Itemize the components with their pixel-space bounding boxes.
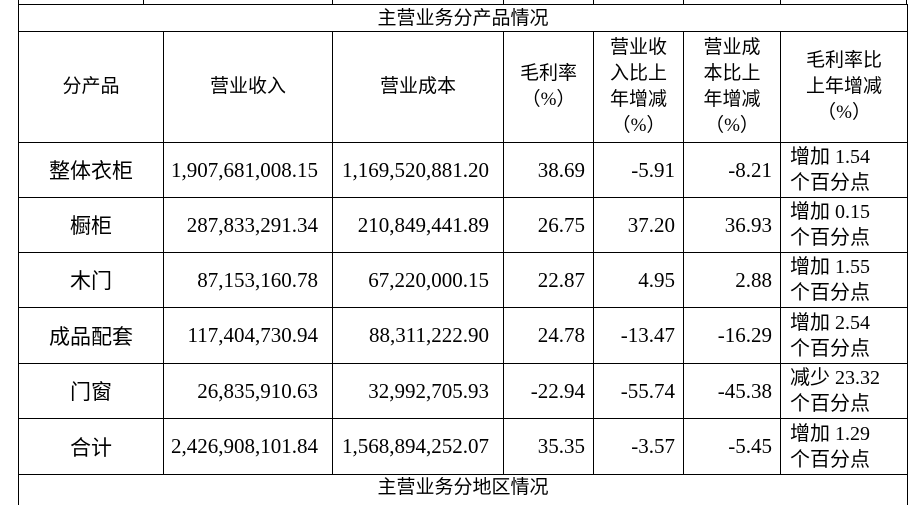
table-gridline <box>780 0 781 4</box>
cell-revenue: 2,426,908,101.84 <box>163 418 333 475</box>
previous-table-row-sliver <box>18 0 907 4</box>
table-gridline <box>332 0 333 4</box>
cell-cost: 1,169,520,881.20 <box>332 142 504 198</box>
next-section-title-row: 主营业务分地区情况 <box>17 474 909 505</box>
table-gridline <box>503 0 504 4</box>
cell-margin-yoy: 增加 2.54 个百分点 <box>779 307 909 364</box>
table-gridline <box>143 0 144 4</box>
cell-cost-yoy: -45.38 <box>683 363 781 419</box>
cell-margin-yoy: 增加 0.15 个百分点 <box>779 197 909 253</box>
cell-margin: -22.94 <box>503 363 594 419</box>
cell-revenue: 117,404,730.94 <box>163 307 333 364</box>
cell-revenue-yoy: 4.95 <box>593 252 684 308</box>
cell-cost: 1,568,894,252.07 <box>332 418 504 475</box>
cell-cost-yoy: -16.29 <box>683 307 781 364</box>
cell-margin: 22.87 <box>503 252 594 308</box>
cell-product: 橱柜 <box>18 197 164 253</box>
cell-margin: 38.69 <box>503 142 594 198</box>
cell-revenue-yoy: -3.57 <box>593 418 684 475</box>
cell-product: 合计 <box>18 418 164 475</box>
cell-cost: 32,992,705.93 <box>332 363 504 419</box>
cell-cost-yoy: 36.93 <box>683 197 781 253</box>
cell-revenue-yoy: -5.91 <box>593 142 684 198</box>
table-title-row: 主营业务分产品情况 <box>17 4 909 32</box>
table-gridline <box>593 0 594 4</box>
col-header-cost-yoy: 营业成 本比上 年增减 （%） <box>683 31 781 143</box>
next-section-title: 主营业务分地区情况 <box>17 474 909 505</box>
cell-revenue-yoy: -13.47 <box>593 307 684 364</box>
cell-product: 成品配套 <box>18 307 164 364</box>
cell-cost-yoy: -5.45 <box>683 418 781 475</box>
col-header-cost: 营业成本 <box>332 31 504 143</box>
cell-revenue: 87,153,160.78 <box>163 252 333 308</box>
table-gridline <box>906 0 907 4</box>
table-header-row: 分产品 营业收入 营业成本 毛利率 （%） 营业收 入比上 年增减 （%） 营业… <box>18 31 909 143</box>
cell-margin: 26.75 <box>503 197 594 253</box>
col-header-margin: 毛利率 （%） <box>503 31 594 143</box>
col-header-revenue-yoy: 营业收 入比上 年增减 （%） <box>593 31 684 143</box>
col-header-margin-yoy: 毛利率比 上年增减 （%） <box>779 31 909 143</box>
cell-cost: 88,311,222.90 <box>332 307 504 364</box>
cell-margin-yoy: 增加 1.55 个百分点 <box>779 252 909 308</box>
table-title: 主营业务分产品情况 <box>17 4 909 32</box>
cell-margin-yoy: 增加 1.29 个百分点 <box>779 418 909 475</box>
cell-revenue-yoy: -55.74 <box>593 363 684 419</box>
table-row: 木门 87,153,160.78 67,220,000.15 22.87 4.9… <box>18 252 909 308</box>
cell-margin-yoy: 增加 1.54 个百分点 <box>779 142 909 198</box>
cell-cost-yoy: -8.21 <box>683 142 781 198</box>
cell-revenue: 287,833,291.34 <box>163 197 333 253</box>
table-gridline <box>18 0 19 4</box>
cell-cost: 67,220,000.15 <box>332 252 504 308</box>
col-header-revenue: 营业收入 <box>163 31 333 143</box>
report-page: { "table": { "title": "主营业务分产品情况", "colu… <box>17 0 909 505</box>
cell-product: 门窗 <box>18 363 164 419</box>
cell-cost-yoy: 2.88 <box>683 252 781 308</box>
cell-margin: 35.35 <box>503 418 594 475</box>
cell-revenue: 1,907,681,008.15 <box>163 142 333 198</box>
cell-revenue: 26,835,910.63 <box>163 363 333 419</box>
cell-margin-yoy: 减少 23.32 个百分点 <box>779 363 909 419</box>
cell-margin: 24.78 <box>503 307 594 364</box>
product-breakdown-table: 主营业务分产品情况 分产品 营业收入 营业成本 毛利率 （%） 营业收 入比上 … <box>17 4 909 505</box>
table-row: 整体衣柜 1,907,681,008.15 1,169,520,881.20 3… <box>18 142 909 198</box>
table-gridline <box>683 0 684 4</box>
table-row: 成品配套 117,404,730.94 88,311,222.90 24.78 … <box>18 307 909 364</box>
cell-product: 整体衣柜 <box>18 142 164 198</box>
table-row: 橱柜 287,833,291.34 210,849,441.89 26.75 3… <box>18 197 909 253</box>
table-row-total: 合计 2,426,908,101.84 1,568,894,252.07 35.… <box>18 418 909 475</box>
cell-product: 木门 <box>18 252 164 308</box>
col-header-product: 分产品 <box>18 31 164 143</box>
cell-revenue-yoy: 37.20 <box>593 197 684 253</box>
cell-cost: 210,849,441.89 <box>332 197 504 253</box>
table-row: 门窗 26,835,910.63 32,992,705.93 -22.94 -5… <box>18 363 909 419</box>
